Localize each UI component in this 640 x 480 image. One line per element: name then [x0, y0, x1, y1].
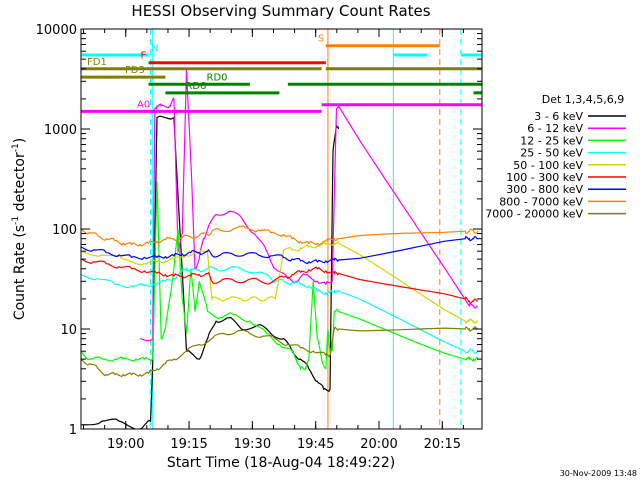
state-bar-label-rd0: RD0	[207, 72, 228, 83]
state-bar-label-fd1: FD1	[87, 57, 107, 68]
legend-label-100-300-kev: 100 - 300 keV	[506, 171, 583, 184]
x-tick-label-19-15: 19:15	[170, 437, 207, 452]
y-tick-label-10: 10	[60, 323, 77, 338]
series-layer	[81, 68, 479, 429]
y-tick-label-100: 100	[52, 223, 77, 238]
x-tick-label-19-30: 19:30	[234, 437, 271, 452]
series-line-6-12-kev	[139, 68, 479, 342]
series-line-50-100-kev	[81, 240, 478, 324]
legend-label-800-7000-kev: 800 - 7000 keV	[499, 195, 583, 208]
series-line-25-50-kev	[81, 266, 479, 354]
y-axis-label-end: )	[12, 138, 28, 143]
legend-label-3-6-kev: 3 - 6 keV	[534, 110, 583, 123]
state-bar-label-fd3: FD3	[125, 65, 145, 76]
series-line-3-6-kev	[81, 115, 340, 429]
y-axis-label-mid: detector	[12, 152, 28, 216]
legend-label-6-12-kev: 6 - 12 keV	[527, 122, 583, 135]
legend-label-50-100-kev: 50 - 100 keV	[513, 159, 583, 172]
state-bar-label-a0: A0	[137, 99, 150, 110]
series-line-100-300-kev	[81, 258, 478, 304]
y-tick-label-1000: 1000	[44, 123, 77, 138]
x-tick-label-19-45: 19:45	[297, 437, 334, 452]
series-line-7000-20000-kev	[81, 326, 478, 378]
axes: 19:00 19:15 19:30 19:45 20:00 20:15 1 10 100 1000…	[36, 23, 482, 452]
y-tick-label-1: 1	[69, 423, 77, 438]
y-axis-label: Count Rate (s-1 detector-1)	[11, 138, 28, 320]
state-bar-label-f: F	[141, 51, 147, 62]
series-line-800-7000-kev	[81, 225, 479, 247]
x-tick-label-19-00: 19:00	[107, 437, 144, 452]
series-line-300-800-kev	[81, 235, 478, 265]
legend-title: Det 1,3,4,5,6,9	[542, 93, 625, 106]
series-line-12-25-kev	[81, 181, 479, 371]
state-bar-label-s: S	[318, 34, 324, 45]
y-axis-label-main: Count Rate (s	[12, 225, 28, 320]
x-axis-label: Start Time (18-Aug-04 18:49:22)	[167, 455, 395, 471]
y-tick-label-10000: 10000	[36, 23, 77, 38]
footer-timestamp: 30-Nov-2009 13:48	[560, 469, 637, 478]
state-bar-label-rd6: RD6	[185, 81, 206, 92]
legend-label-25-50-kev: 25 - 50 keV	[520, 147, 583, 160]
x-tick-label-20-00: 20:00	[360, 437, 397, 452]
x-tick-label-20-15: 20:15	[424, 437, 461, 452]
y-axis-label-sup1: -1	[11, 216, 21, 225]
legend-label-7000-20000-kev: 7000 - 20000 keV	[485, 208, 583, 221]
legend-label-12-25-kev: 12 - 25 keV	[520, 134, 583, 147]
legend-label-300-800-kev: 300 - 800 keV	[506, 183, 583, 196]
state-bar-label-n: N	[151, 43, 158, 54]
y-axis-label-sup2: -1	[11, 143, 21, 152]
chart-title: HESSI Observing Summary Count Rates	[131, 2, 430, 20]
